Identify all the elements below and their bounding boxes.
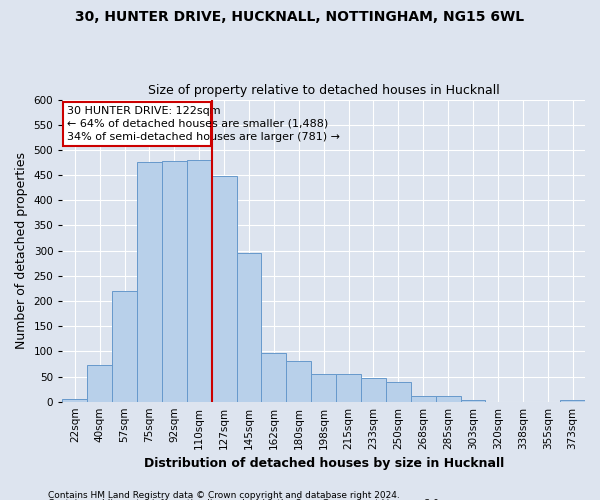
Bar [411,396,436,402]
Bar [212,176,236,402]
Bar [286,362,311,402]
Bar [361,378,386,402]
Bar [62,399,87,402]
Bar [162,162,187,402]
X-axis label: Distribution of detached houses by size in Hucknall: Distribution of detached houses by size … [143,457,504,470]
Y-axis label: Number of detached properties: Number of detached properties [15,152,28,349]
Title: Size of property relative to detached houses in Hucknall: Size of property relative to detached ho… [148,84,500,97]
Bar [461,400,485,402]
Bar [436,396,461,402]
Bar [262,353,286,402]
Bar [112,291,137,402]
Text: Contains HM Land Registry data © Crown copyright and database right 2024.: Contains HM Land Registry data © Crown c… [48,490,400,500]
FancyBboxPatch shape [63,102,211,146]
Bar [386,382,411,402]
Bar [236,253,262,402]
Bar [87,366,112,402]
Bar [560,400,585,402]
Text: Contains public sector information licensed under the Open Government Licence v3: Contains public sector information licen… [48,499,442,500]
Bar [137,162,162,402]
Bar [311,374,336,402]
Text: 34% of semi-detached houses are larger (781) →: 34% of semi-detached houses are larger (… [67,132,340,141]
Text: 30, HUNTER DRIVE, HUCKNALL, NOTTINGHAM, NG15 6WL: 30, HUNTER DRIVE, HUCKNALL, NOTTINGHAM, … [76,10,524,24]
Bar [336,374,361,402]
Text: ← 64% of detached houses are smaller (1,488): ← 64% of detached houses are smaller (1,… [67,119,328,129]
Text: 30 HUNTER DRIVE: 122sqm: 30 HUNTER DRIVE: 122sqm [67,106,220,117]
Bar [187,160,212,402]
